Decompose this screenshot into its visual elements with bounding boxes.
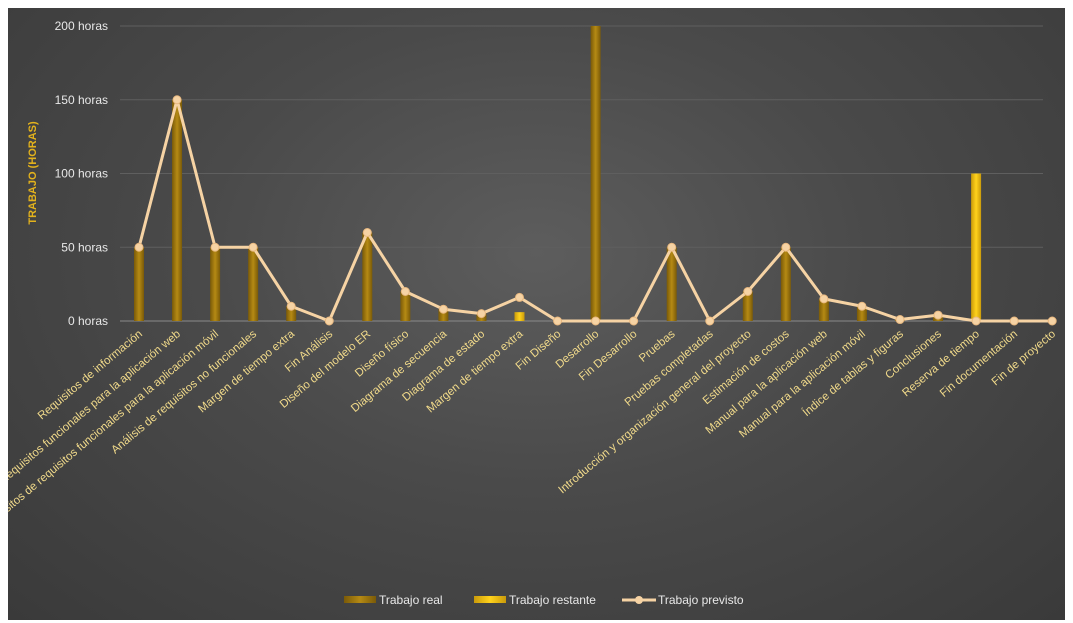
bar-trabajo-real	[134, 247, 144, 321]
point-trabajo-previsto	[895, 315, 905, 325]
point-trabajo-previsto	[819, 294, 829, 304]
point-trabajo-previsto	[591, 316, 601, 326]
legend: Trabajo real Trabajo restante Trabajo prev…	[344, 593, 744, 607]
y-tick-label: 100 horas	[55, 167, 108, 181]
bar-trabajo-real	[818, 298, 829, 321]
y-tick-label: 150 horas	[55, 93, 108, 107]
bar-trabajo-real	[248, 247, 259, 321]
bar-trabajo-real	[400, 291, 411, 321]
trabajo-previsto-line	[134, 95, 1057, 326]
point-trabajo-previsto	[438, 304, 448, 314]
legend-marker-trabajo-previsto	[635, 596, 643, 604]
point-trabajo-previsto	[248, 242, 258, 252]
legend-swatch-trabajo-real	[344, 596, 376, 603]
bar-trabajo-real	[172, 99, 183, 321]
point-trabajo-previsto	[476, 309, 486, 319]
bar-trabajo-real	[210, 247, 221, 321]
bar-trabajo-real	[590, 26, 601, 321]
bar-trabajo-real	[856, 306, 867, 321]
point-trabajo-previsto	[667, 242, 677, 252]
point-trabajo-previsto	[1009, 316, 1019, 326]
legend-label-trabajo-restante: Trabajo restante	[509, 593, 596, 607]
legend-swatch-trabajo-restante	[474, 596, 506, 603]
point-trabajo-previsto	[553, 316, 563, 326]
x-category-label: Fin de proyecto	[990, 328, 1058, 388]
y-tick-label: 0 horas	[68, 314, 108, 328]
point-trabajo-previsto	[400, 287, 410, 296]
point-trabajo-previsto	[629, 316, 639, 326]
bar-trabajo-real	[438, 309, 449, 321]
point-trabajo-previsto	[134, 242, 144, 252]
point-trabajo-previsto	[971, 316, 981, 326]
legend-label-trabajo-previsto: Trabajo previsto	[658, 593, 744, 607]
point-trabajo-previsto	[1047, 316, 1057, 326]
bars	[134, 26, 982, 321]
point-trabajo-previsto	[857, 301, 867, 311]
point-trabajo-previsto	[781, 242, 791, 252]
point-trabajo-previsto	[362, 228, 372, 237]
bar-trabajo-real	[362, 232, 373, 321]
point-trabajo-previsto	[324, 316, 334, 326]
point-trabajo-previsto	[172, 95, 182, 105]
bar-trabajo-real	[286, 306, 297, 321]
y-axis-ticks: 0 horas 50 horas 100 horas 150 horas 200 hor…	[55, 19, 108, 328]
y-tick-label: 200 horas	[55, 19, 108, 33]
y-axis-label: TRABAJO (HORAS)	[27, 121, 39, 225]
bar-trabajo-real	[742, 291, 753, 321]
bar-trabajo-real	[780, 247, 791, 321]
point-trabajo-previsto	[933, 310, 943, 320]
legend-label-trabajo-real: Trabajo real	[379, 593, 443, 607]
point-trabajo-previsto	[286, 301, 296, 311]
chart-svg: 0 horas 50 horas 100 horas 150 horas 200 hor…	[8, 19, 1058, 607]
gridlines	[120, 25, 1043, 322]
point-trabajo-previsto	[743, 287, 753, 296]
point-trabajo-previsto	[515, 292, 524, 302]
bar-trabajo-restante	[971, 173, 982, 321]
chart-area: 0 horas 50 horas 100 horas 150 horas 200 hor…	[8, 8, 1065, 620]
point-trabajo-previsto	[210, 242, 220, 252]
bar-trabajo-restante	[514, 312, 525, 321]
bar-trabajo-real	[666, 247, 677, 321]
point-trabajo-previsto	[705, 316, 715, 326]
y-tick-label: 50 horas	[61, 240, 108, 254]
